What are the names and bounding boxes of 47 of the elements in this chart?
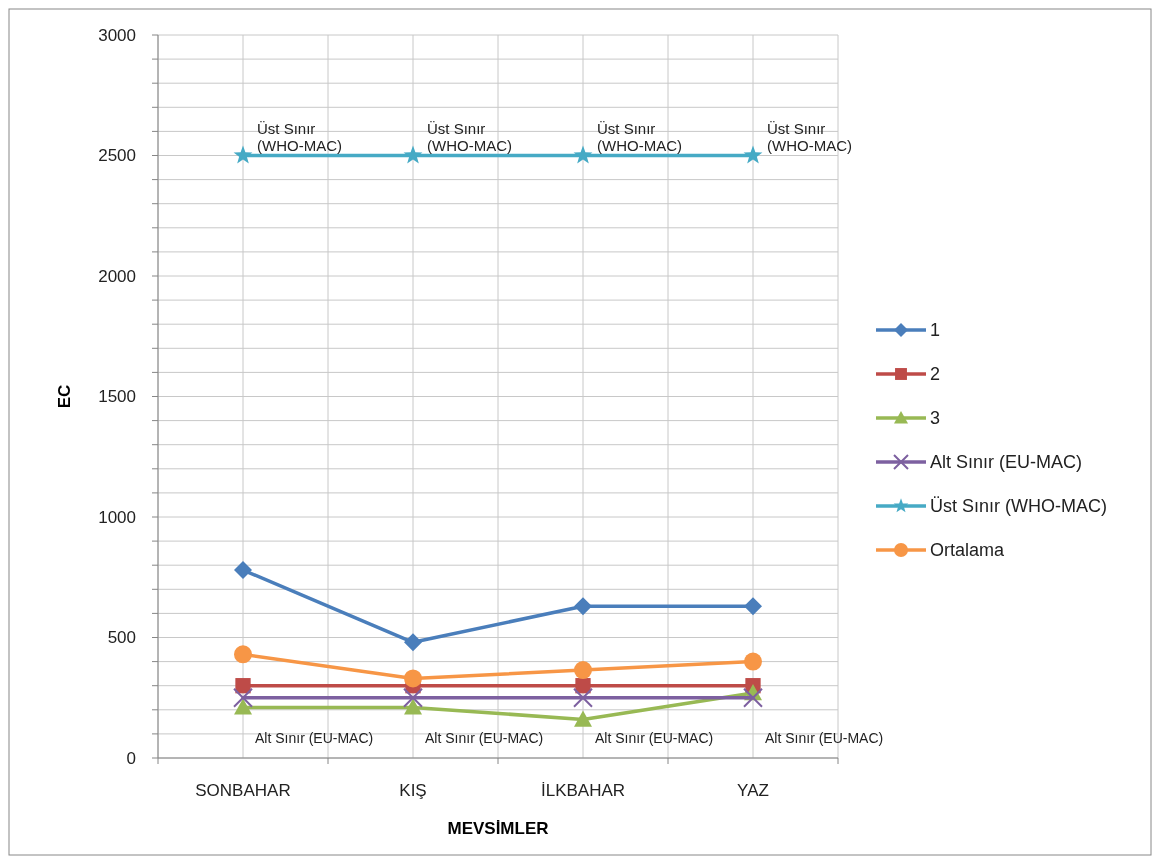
annotation: Alt Sınır (EU-MAC) xyxy=(425,729,544,746)
point xyxy=(404,633,422,652)
point xyxy=(574,710,592,727)
x-tick-label: İLKBAHAR xyxy=(540,781,626,800)
y-tick-label: 1500 xyxy=(98,387,136,407)
x-axis-title: MEVSİMLER xyxy=(447,819,549,838)
point xyxy=(233,687,253,708)
legend-label: 2 xyxy=(930,364,941,385)
point xyxy=(743,687,763,708)
legend-label: Ortalama xyxy=(930,540,1006,561)
annotation: Üst Sınır (WHO-MAC) xyxy=(427,119,512,154)
point xyxy=(573,145,593,164)
legend-label: Alt Sınır (EU-MAC) xyxy=(930,452,1083,473)
y-tick-label: 2000 xyxy=(98,266,136,286)
point xyxy=(573,687,593,708)
point xyxy=(404,669,422,688)
point xyxy=(403,145,423,164)
y-tick-label: 1000 xyxy=(98,507,136,527)
point xyxy=(234,645,252,664)
y-axis-title: EC xyxy=(55,384,74,409)
point xyxy=(235,678,251,694)
point xyxy=(744,597,762,616)
annotation: Üst Sınır (WHO-MAC) xyxy=(597,119,682,154)
point xyxy=(234,698,252,715)
point xyxy=(403,687,423,708)
x-tick-label: KIŞ xyxy=(399,781,427,800)
point xyxy=(574,597,592,616)
y-tick-label: 3000 xyxy=(98,25,136,45)
annotation: Alt Sınır (EU-MAC) xyxy=(765,729,884,746)
point xyxy=(743,145,763,164)
point xyxy=(234,561,252,580)
annotation: Üst Sınır (WHO-MAC) xyxy=(257,119,342,154)
point xyxy=(233,145,253,164)
annotation: Üst Sınır (WHO-MAC) xyxy=(767,119,852,154)
annotation: Alt Sınır (EU-MAC) xyxy=(255,729,374,746)
y-tick-label: 500 xyxy=(107,628,136,648)
legend-label: Üst Sınır (WHO-MAC) xyxy=(930,496,1107,517)
legend-label: 1 xyxy=(930,320,941,341)
annotation: Alt Sınır (EU-MAC) xyxy=(595,729,714,746)
y-tick-label: 2500 xyxy=(98,146,136,166)
legend-label: 3 xyxy=(930,408,941,429)
point xyxy=(404,698,422,715)
point xyxy=(574,661,592,680)
x-tick-label: YAZ xyxy=(737,781,769,800)
x-tick-label: SONBAHAR xyxy=(195,781,291,800)
y-tick-label: 0 xyxy=(126,748,136,768)
point xyxy=(744,652,762,671)
